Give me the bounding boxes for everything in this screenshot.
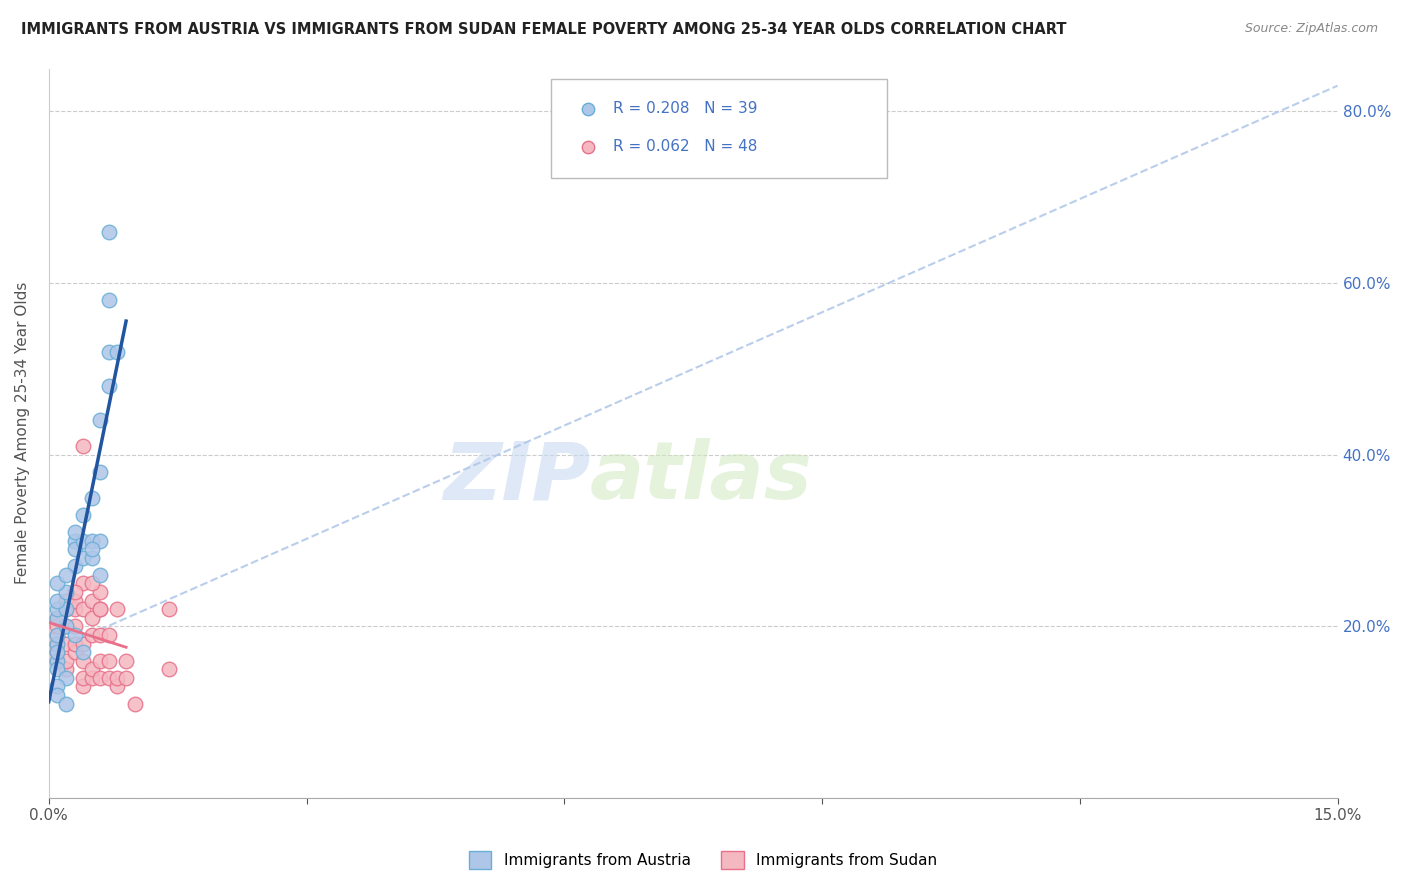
Point xyxy=(55,602,77,616)
Point xyxy=(107,680,129,694)
Point xyxy=(97,293,120,308)
Point xyxy=(107,344,129,359)
Point xyxy=(89,568,111,582)
Point xyxy=(80,611,103,625)
Point xyxy=(97,628,120,642)
Point xyxy=(89,654,111,668)
Point xyxy=(72,645,94,659)
Point xyxy=(46,636,69,650)
Point xyxy=(72,550,94,565)
Point xyxy=(55,671,77,685)
Point xyxy=(89,602,111,616)
Point xyxy=(80,662,103,676)
Point xyxy=(72,602,94,616)
Text: ZIP: ZIP xyxy=(443,438,591,516)
Point xyxy=(55,619,77,633)
Point xyxy=(89,671,111,685)
Point xyxy=(72,636,94,650)
Point xyxy=(63,533,86,548)
Point xyxy=(157,602,180,616)
Point xyxy=(55,593,77,607)
Point xyxy=(124,697,146,711)
Point xyxy=(97,379,120,393)
Point xyxy=(80,628,103,642)
Point xyxy=(55,697,77,711)
Y-axis label: Female Poverty Among 25-34 Year Olds: Female Poverty Among 25-34 Year Olds xyxy=(15,282,30,584)
Point xyxy=(55,619,77,633)
Point xyxy=(107,602,129,616)
Point xyxy=(46,645,69,659)
Point xyxy=(55,568,77,582)
Point xyxy=(89,602,111,616)
Point xyxy=(46,576,69,591)
Point xyxy=(89,465,111,479)
Point xyxy=(80,533,103,548)
Point xyxy=(46,654,69,668)
Point xyxy=(46,611,69,625)
Point xyxy=(89,533,111,548)
Point xyxy=(97,225,120,239)
Point xyxy=(46,619,69,633)
Point xyxy=(46,680,69,694)
Point xyxy=(72,680,94,694)
Point xyxy=(46,628,69,642)
Point xyxy=(80,671,103,685)
Point xyxy=(63,602,86,616)
Point xyxy=(72,439,94,453)
Point xyxy=(63,628,86,642)
Point xyxy=(63,585,86,599)
Text: atlas: atlas xyxy=(591,438,813,516)
Point xyxy=(107,671,129,685)
Point xyxy=(46,654,69,668)
Point xyxy=(80,491,103,505)
Legend: Immigrants from Austria, Immigrants from Sudan: Immigrants from Austria, Immigrants from… xyxy=(463,845,943,875)
Point xyxy=(46,593,69,607)
Point xyxy=(89,628,111,642)
Point xyxy=(80,593,103,607)
Point xyxy=(80,542,103,557)
Text: IMMIGRANTS FROM AUSTRIA VS IMMIGRANTS FROM SUDAN FEMALE POVERTY AMONG 25-34 YEAR: IMMIGRANTS FROM AUSTRIA VS IMMIGRANTS FR… xyxy=(21,22,1067,37)
FancyBboxPatch shape xyxy=(551,79,887,178)
Point xyxy=(46,602,69,616)
Point xyxy=(80,550,103,565)
Point xyxy=(63,619,86,633)
Point xyxy=(97,654,120,668)
Point xyxy=(89,585,111,599)
Text: R = 0.062   N = 48: R = 0.062 N = 48 xyxy=(613,139,758,154)
Point xyxy=(97,671,120,685)
Point xyxy=(55,654,77,668)
Point xyxy=(46,645,69,659)
Point xyxy=(72,508,94,522)
Point xyxy=(72,654,94,668)
Text: Source: ZipAtlas.com: Source: ZipAtlas.com xyxy=(1244,22,1378,36)
Point xyxy=(63,524,86,539)
Point xyxy=(157,662,180,676)
Point xyxy=(63,559,86,574)
Point xyxy=(46,688,69,702)
Point xyxy=(115,671,138,685)
Point xyxy=(115,654,138,668)
Point xyxy=(80,576,103,591)
Point xyxy=(46,628,69,642)
Point xyxy=(63,593,86,607)
Text: R = 0.208   N = 39: R = 0.208 N = 39 xyxy=(613,101,758,116)
Point xyxy=(89,413,111,427)
Point xyxy=(72,576,94,591)
Point xyxy=(55,636,77,650)
Point xyxy=(55,662,77,676)
Point xyxy=(46,636,69,650)
Point xyxy=(55,585,77,599)
Point xyxy=(63,636,86,650)
Point xyxy=(97,344,120,359)
Point xyxy=(55,602,77,616)
Point xyxy=(72,671,94,685)
Point xyxy=(46,662,69,676)
Point xyxy=(72,533,94,548)
Point xyxy=(46,611,69,625)
Point xyxy=(63,542,86,557)
Point xyxy=(63,645,86,659)
